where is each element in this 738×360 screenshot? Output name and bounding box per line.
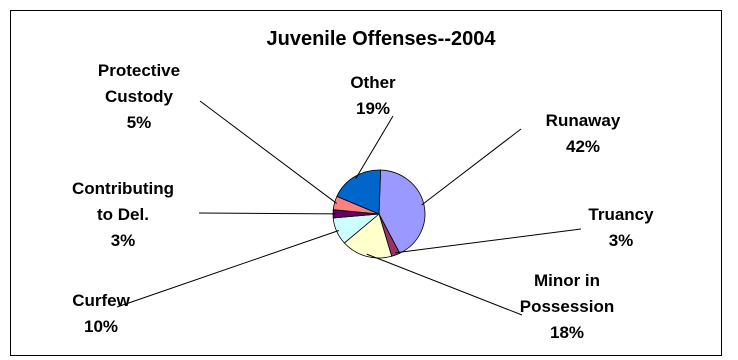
chart-title: Juvenile Offenses--2004 <box>267 28 497 50</box>
leader-line <box>421 128 522 206</box>
leader-line <box>199 100 338 204</box>
slice-name-label: Curfew <box>72 291 130 310</box>
slice-name-label: Other <box>350 73 396 92</box>
slice-name-label: Runaway <box>546 111 621 130</box>
pie-chart: Juvenile Offenses--2004 Runaway 42% Truanc… <box>72 28 654 342</box>
slice-label: Curfew 10% <box>72 291 130 336</box>
leader-line <box>116 229 339 308</box>
slice-percent-label: 3% <box>609 231 634 250</box>
slice-percent-label: 3% <box>111 231 136 250</box>
leader-lines <box>116 100 582 316</box>
slice-name-label: Protective <box>98 61 180 80</box>
slice-name-label: Custody <box>105 87 174 106</box>
leader-line <box>198 212 336 215</box>
slice-name-label: to Del. <box>97 205 149 224</box>
pie-slice-other <box>336 169 382 215</box>
slice-percent-label: 18% <box>550 323 584 342</box>
pie-slice-runaway <box>378 169 426 254</box>
slice-label: Protective Custody 5% <box>98 61 180 132</box>
leader-line <box>394 228 582 254</box>
slice-percent-label: 10% <box>84 317 118 336</box>
slice-name-label: Minor in <box>534 271 600 290</box>
slice-label: Other 19% <box>350 73 396 118</box>
pie-slice-minor-in-possession <box>343 213 393 259</box>
slice-label: Minor in Possession 18% <box>520 271 615 342</box>
leader-line <box>366 253 523 316</box>
slice-name-label: Truancy <box>588 205 654 224</box>
slice-label: Runaway 42% <box>546 111 621 156</box>
slice-percent-label: 19% <box>356 99 390 118</box>
slice-label: Truancy 3% <box>588 205 654 250</box>
slice-name-label: Possession <box>520 297 615 316</box>
slice-percent-label: 42% <box>566 137 600 156</box>
chart-frame: Juvenile Offenses--2004 Runaway 42% Truanc… <box>10 10 722 356</box>
slice-name-label: Contributing <box>72 179 174 198</box>
pie-slices <box>332 169 426 259</box>
leader-line <box>355 115 394 179</box>
slice-labels: Runaway 42% Truancy 3% Minor in Possession 18%… <box>72 61 654 342</box>
slice-percent-label: 5% <box>127 113 152 132</box>
slice-label: Contributing to Del. 3% <box>72 179 174 250</box>
